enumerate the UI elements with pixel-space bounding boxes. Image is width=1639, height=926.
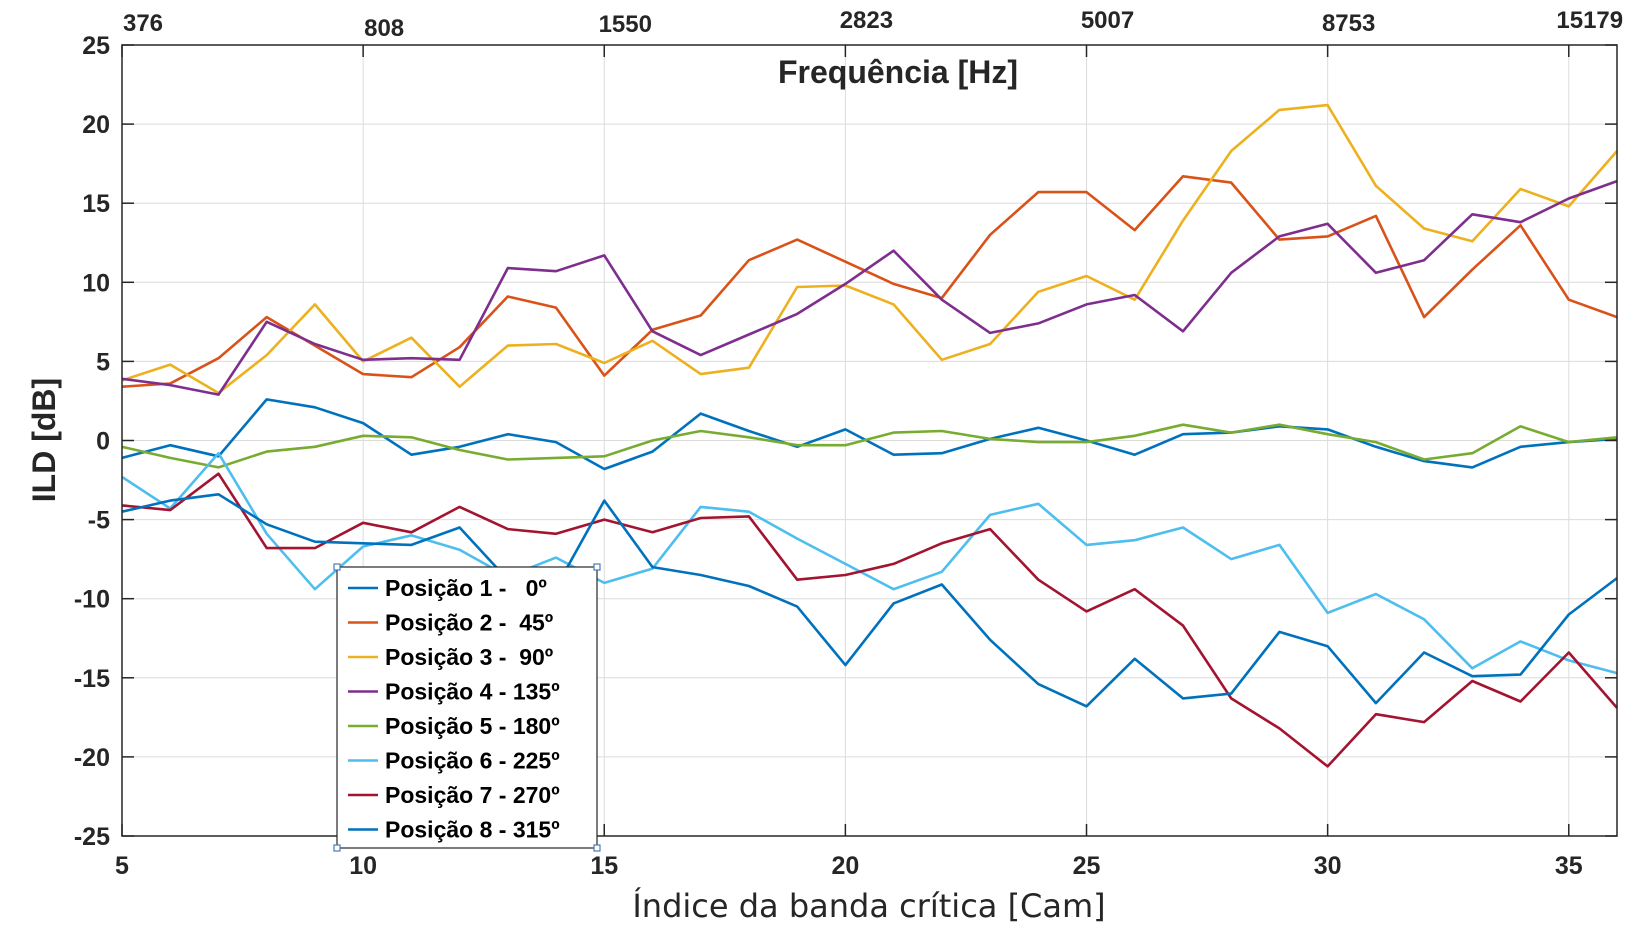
- x-tick-label: 10: [349, 852, 377, 880]
- top-tick-label: 376: [123, 10, 163, 37]
- x-axis-title: Índice da banda crítica [Cam]: [632, 887, 1105, 925]
- series-line-posicao-7: [121, 472, 1618, 768]
- series-line-posicao-5: [121, 423, 1618, 469]
- series-lines: [121, 103, 1618, 768]
- y-tick-label: -20: [74, 744, 110, 772]
- legend-resize-handle[interactable]: [333, 844, 341, 852]
- series-line-posicao-4: [121, 179, 1618, 396]
- legend-resize-handle[interactable]: [593, 563, 601, 571]
- legend-label: Posição 1 - 0º: [385, 575, 547, 601]
- legend-box: [336, 566, 598, 849]
- axis-ticks: [121, 44, 1617, 837]
- legend[interactable]: Posição 1 - 0º Posição 2 - 45º Posição 3 -…: [333, 563, 601, 852]
- legend-label: Posição 5 - 180º: [385, 713, 560, 739]
- y-tick-label: -10: [74, 586, 110, 614]
- y-tick-label: 15: [82, 190, 110, 218]
- series-line-posicao-3: [121, 103, 1618, 395]
- legend-label: Posição 7 - 270º: [385, 782, 560, 808]
- legend-resize-handle[interactable]: [333, 563, 341, 571]
- series-line-posicao-2: [121, 175, 1618, 388]
- top-axis-title: Frequência [Hz]: [778, 54, 1018, 90]
- top-tick-label: 5007: [1081, 7, 1134, 34]
- top-tick-label: 808: [364, 15, 404, 42]
- y-tick-label: 25: [82, 32, 110, 60]
- legend-selection-handles[interactable]: [333, 563, 601, 852]
- top-tick-label: 8753: [1322, 10, 1375, 37]
- y-tick-label: -25: [74, 823, 110, 851]
- series-line-posicao-1: [121, 398, 1618, 471]
- x-tick-label: 35: [1555, 852, 1583, 880]
- top-tick-label: 2823: [840, 7, 893, 34]
- y-axis-title: ILD [dB]: [26, 378, 62, 502]
- top-frequency-tick-labels: 376 808 1550 2823 5007 8753 15179: [123, 7, 1623, 42]
- legend-label: Posição 8 - 315º: [385, 817, 560, 843]
- legend-entries: Posição 1 - 0º Posição 2 - 45º Posição 3 -…: [348, 575, 560, 843]
- x-tick-label: 25: [1073, 852, 1101, 880]
- x-tick-label: 15: [590, 852, 618, 880]
- series-line-posicao-8: [121, 492, 1618, 708]
- top-tick-label: 15179: [1556, 7, 1623, 34]
- x-tick-label: 20: [831, 852, 859, 880]
- y-tick-label: 5: [96, 348, 110, 376]
- y-tick-label: -15: [74, 665, 110, 693]
- legend-label: Posição 2 - 45º: [385, 610, 553, 636]
- y-tick-label: -5: [88, 507, 110, 535]
- legend-resize-handle[interactable]: [593, 844, 601, 852]
- y-tick-label: 20: [82, 111, 110, 139]
- y-tick-label: 10: [82, 269, 110, 297]
- x-tick-label: 30: [1314, 852, 1342, 880]
- x-tick-labels: 5 10 15 20 25 30 35: [115, 852, 1583, 880]
- y-tick-label: 0: [96, 428, 110, 456]
- top-tick-label: 1550: [599, 11, 652, 38]
- legend-label: Posição 4 - 135º: [385, 679, 560, 705]
- legend-label: Posição 3 - 90º: [385, 644, 553, 670]
- x-tick-label: 5: [115, 852, 129, 880]
- legend-label: Posição 6 - 225º: [385, 748, 560, 774]
- y-tick-labels: -25 -20 -15 -10 -5 0 5 10 15 20 25: [74, 32, 110, 851]
